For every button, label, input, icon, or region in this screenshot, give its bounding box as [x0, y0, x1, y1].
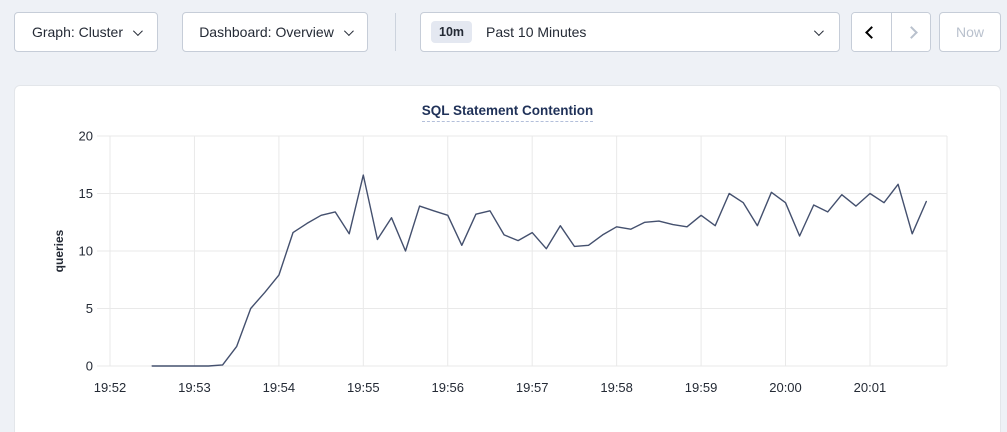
chart-card: SQL Statement Contention 0 5 10 15 20 19:52 19… — [14, 85, 1001, 432]
graph-scope-dropdown[interactable]: Graph: Cluster — [14, 12, 158, 52]
x-tick-label: 19:53 — [178, 380, 211, 395]
chart-title[interactable]: SQL Statement Contention — [421, 103, 594, 122]
chevron-right-icon — [904, 25, 918, 39]
x-tick-label: 20:01 — [854, 380, 887, 395]
y-tick-label: 20 — [79, 129, 93, 144]
line-series-queries — [151, 174, 927, 367]
x-tick-label: 19:59 — [685, 380, 718, 395]
y-tick-label: 10 — [79, 244, 93, 259]
grid-lines — [97, 135, 948, 367]
y-tick-label: 0 — [86, 359, 93, 374]
time-range-selector[interactable]: 10m Past 10 Minutes — [420, 12, 840, 52]
chart-title-row: SQL Statement Contention — [15, 102, 1000, 122]
toolbar-divider — [395, 13, 396, 51]
next-time-window-button[interactable] — [891, 13, 930, 51]
y-tick-label: 5 — [86, 301, 93, 316]
y-tick-label: 15 — [79, 186, 93, 201]
x-tick-label: 19:55 — [347, 380, 380, 395]
dashboard-label: Dashboard: Overview — [199, 24, 334, 40]
prev-time-window-button[interactable] — [852, 13, 891, 51]
time-range-badge: 10m — [431, 21, 473, 43]
dashboard-dropdown[interactable]: Dashboard: Overview — [182, 12, 368, 52]
axis-labels: 0 5 10 15 20 19:52 19:53 19:54 19:55 19:56 19:57 19… — [52, 129, 886, 396]
chevron-left-icon — [865, 25, 878, 39]
time-pager — [851, 12, 931, 52]
x-tick-label: 19:54 — [263, 380, 296, 395]
graph-scope-label: Graph: Cluster — [31, 24, 124, 40]
time-range-label: Past 10 Minutes — [486, 24, 587, 40]
x-tick-label: 19:57 — [516, 380, 549, 395]
chevron-down-icon — [132, 25, 143, 36]
metrics-toolbar: Graph: Cluster Dashboard: Overview 10m P… — [14, 12, 1001, 52]
chevron-down-icon — [343, 25, 354, 36]
x-tick-label: 19:56 — [431, 380, 464, 395]
x-tick-label: 20:00 — [769, 380, 802, 395]
chevron-down-icon — [813, 26, 824, 37]
chart-canvas: 0 5 10 15 20 19:52 19:53 19:54 19:55 19:56 19:57 19… — [52, 129, 948, 396]
x-tick-label: 19:58 — [600, 380, 633, 395]
now-button[interactable]: Now — [939, 12, 1001, 52]
x-tick-label: 19:52 — [94, 380, 127, 395]
y-axis-label: queries — [52, 229, 66, 272]
